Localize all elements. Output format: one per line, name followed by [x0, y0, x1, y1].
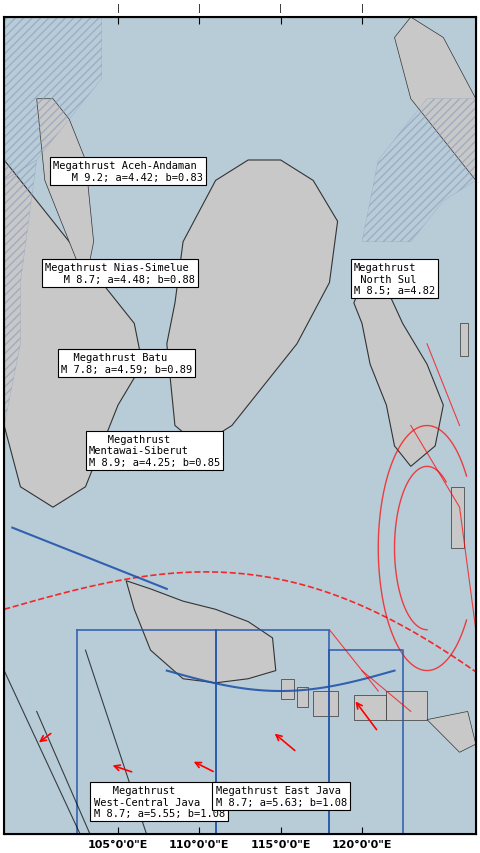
Polygon shape [476, 365, 480, 405]
Polygon shape [281, 679, 294, 699]
Text: Megathrust East Java
M 8.7; a=5.63; b=1.08: Megathrust East Java M 8.7; a=5.63; b=1.… [216, 785, 347, 807]
Polygon shape [395, 18, 476, 181]
Text: Megathrust
West-Central Java
M 8.7; a=5.55; b=1.08: Megathrust West-Central Java M 8.7; a=5.… [94, 785, 225, 818]
Polygon shape [36, 100, 94, 283]
Polygon shape [354, 271, 444, 467]
Polygon shape [297, 688, 308, 707]
Text: Megathrust
Mentawai-Siberut
M 8.9; a=4.25; b=0.85: Megathrust Mentawai-Siberut M 8.9; a=4.2… [89, 434, 220, 467]
Polygon shape [354, 695, 386, 720]
Polygon shape [167, 161, 337, 446]
Polygon shape [0, 120, 143, 508]
Polygon shape [126, 581, 276, 683]
Polygon shape [427, 711, 476, 752]
Polygon shape [313, 691, 337, 716]
Polygon shape [459, 324, 468, 357]
Polygon shape [386, 691, 427, 720]
Text: Megathrust Aceh-Andaman
   M 9.2; a=4.42; b=0.83: Megathrust Aceh-Andaman M 9.2; a=4.42; b… [53, 161, 203, 183]
Text: Megathrust
 North Sul
M 8.5; a=4.82: Megathrust North Sul M 8.5; a=4.82 [354, 263, 435, 296]
Text: Megathrust Batu
M 7.8; a=4.59; b=0.89: Megathrust Batu M 7.8; a=4.59; b=0.89 [61, 352, 192, 374]
Polygon shape [451, 487, 465, 548]
Text: Megathrust Nias-Simelue
   M 8.7; a=4.48; b=0.88: Megathrust Nias-Simelue M 8.7; a=4.48; b… [45, 263, 195, 284]
